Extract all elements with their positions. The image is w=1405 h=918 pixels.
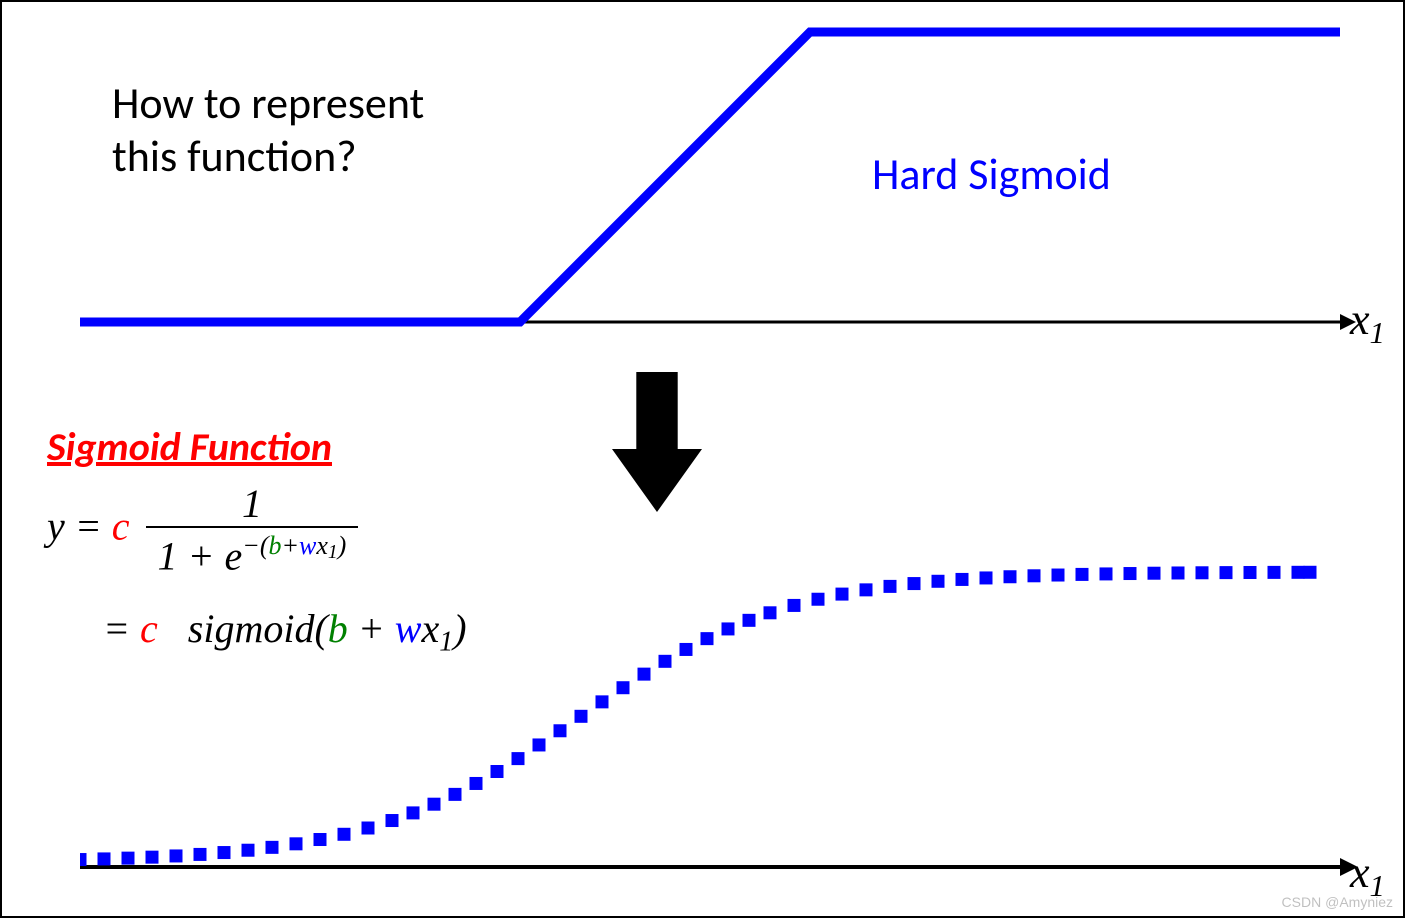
axis-var-top: x (1350, 295, 1370, 344)
sigmoid-plot (80, 532, 1360, 892)
watermark: CSDN @Amyniez (1282, 894, 1393, 910)
sigmoid-function-title: Sigmoid Function (47, 422, 332, 471)
slide-stage: How to represent this function? Hard Sig… (0, 0, 1405, 918)
formula-y: y (47, 503, 65, 548)
formula-numerator: 1 (146, 482, 359, 526)
axis-label-x1-top: x1 (1350, 294, 1385, 351)
down-arrow-icon (612, 372, 712, 522)
axis-sub-top: 1 (1370, 316, 1385, 350)
axis-var-bot: x (1350, 848, 1370, 897)
hard-sigmoid-plot (80, 2, 1360, 362)
